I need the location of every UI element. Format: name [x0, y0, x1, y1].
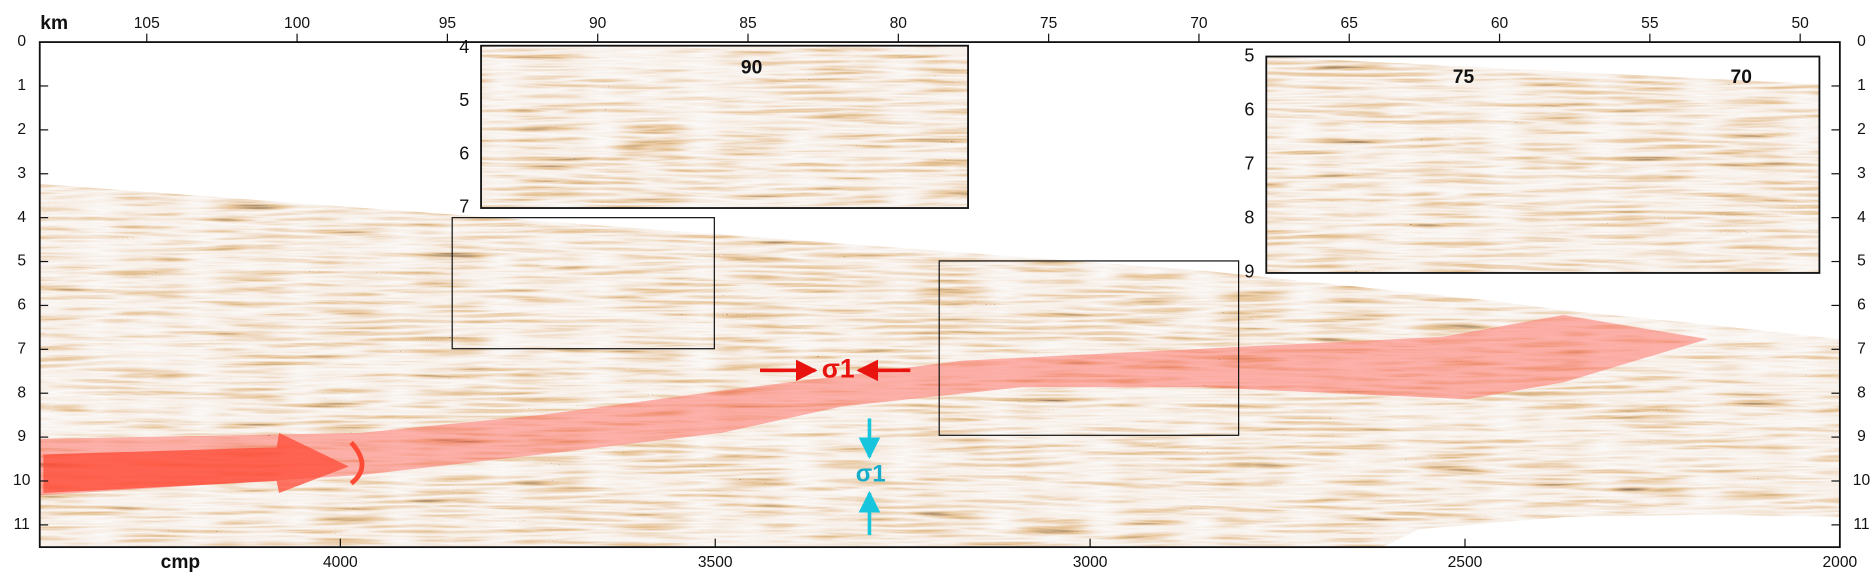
- inset-label: 90: [741, 58, 762, 79]
- km-tick-label: 100: [284, 15, 310, 32]
- km-label: km: [40, 13, 68, 34]
- depth-tick-label: 0: [1857, 33, 1866, 50]
- km-tick-label: 65: [1341, 15, 1359, 32]
- km-tick-label: 90: [589, 15, 607, 32]
- stress-label: σ1: [856, 460, 886, 487]
- red-arc: [349, 440, 365, 486]
- cmp-tick-label: 3500: [698, 554, 733, 571]
- red-zone: [39, 315, 1708, 496]
- cmp-tick-label: 4000: [323, 554, 358, 571]
- depth-tick-label: 2: [17, 121, 26, 138]
- red-arrow: [43, 432, 349, 494]
- box-1: [451, 217, 715, 350]
- inset-tick-label: 9: [1244, 262, 1254, 282]
- km-tick-label: 70: [1190, 15, 1208, 32]
- box-2: [938, 260, 1240, 436]
- cmp-tick-label: 2500: [1448, 554, 1483, 571]
- depth-tick-label: 7: [17, 340, 26, 357]
- depth-tick-label: 8: [1857, 384, 1866, 401]
- km-tick-label: 80: [890, 15, 908, 32]
- km-tick-label: 105: [134, 15, 160, 32]
- depth-tick-label: 5: [17, 253, 26, 270]
- inset-tick-label: 7: [1244, 154, 1254, 174]
- depth-tick-label: 10: [1853, 472, 1871, 489]
- inset-tick-label: 5: [459, 90, 469, 110]
- inset-tick-label: 6: [459, 143, 469, 163]
- depth-tick-label: 4: [1857, 209, 1866, 226]
- km-tick-label: 60: [1491, 15, 1509, 32]
- inset-tick-label: 5: [1244, 45, 1254, 65]
- frame: [38, 41, 1841, 549]
- depth-tick-label: 0: [17, 33, 26, 50]
- depth-tick-label: 6: [1857, 297, 1866, 314]
- depth-tick-label: 8: [17, 384, 26, 401]
- depth-tick-label: 9: [1857, 428, 1866, 445]
- depth-tick-label: 6: [17, 297, 26, 314]
- depth-tick-label: 11: [14, 516, 30, 533]
- km-tick-label: 55: [1641, 15, 1659, 32]
- km-tick-label: 75: [1040, 15, 1058, 32]
- cmp-tick-label: 3000: [1073, 554, 1108, 571]
- cmp-tick-label: 2000: [1822, 554, 1857, 571]
- inset-label: 75: [1453, 67, 1475, 88]
- depth-tick-label: 2: [1857, 121, 1866, 138]
- km-tick-label: 85: [739, 15, 757, 32]
- depth-tick-label: 10: [13, 472, 31, 489]
- inset-tick-label: 4: [459, 37, 469, 57]
- km-tick-label: 95: [439, 15, 457, 32]
- inset-1: [480, 44, 969, 209]
- depth-tick-label: 1: [17, 77, 26, 94]
- inset-tick-label: 7: [459, 197, 469, 217]
- inset-tick-label: 8: [1244, 208, 1254, 228]
- depth-tick-label: 11: [1853, 516, 1869, 533]
- depth-tick-label: 3: [17, 165, 26, 182]
- inset-2: [1265, 55, 1821, 274]
- cmp-label: cmp: [161, 552, 201, 573]
- inset-label: 70: [1731, 67, 1752, 88]
- depth-tick-label: 3: [1857, 165, 1866, 182]
- stress-label: σ1: [822, 353, 855, 383]
- depth-tick-label: 7: [1857, 340, 1866, 357]
- depth-tick-label: 1: [1857, 77, 1866, 94]
- depth-tick-label: 4: [17, 209, 26, 226]
- depth-tick-label: 5: [1857, 253, 1866, 270]
- inset-tick-label: 6: [1244, 99, 1254, 119]
- km-tick-label: 50: [1791, 15, 1809, 32]
- depth-tick-label: 9: [17, 428, 26, 445]
